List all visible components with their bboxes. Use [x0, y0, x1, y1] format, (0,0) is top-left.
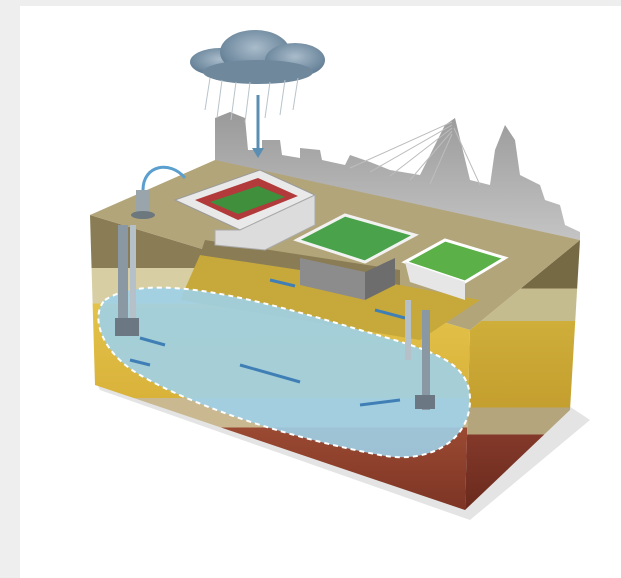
aquifer-water: [98, 287, 470, 458]
top-margin: [0, 0, 621, 6]
flow-arrows: [129, 278, 406, 407]
bridge-cables: [349, 121, 481, 186]
rain-arrow-head: [252, 148, 264, 158]
soil-side-face: [465, 240, 580, 510]
stadium-base: [214, 194, 316, 251]
wells: [115, 225, 435, 410]
storage-crate-side: [365, 258, 395, 300]
city-skyline: [215, 112, 580, 240]
pipe-arrow: [141, 165, 187, 191]
green-roof-base: [405, 262, 465, 300]
football-field: [293, 213, 419, 264]
left-margin: [0, 0, 20, 578]
stadium-pitch: [210, 186, 285, 214]
rain: [204, 77, 299, 123]
storage-crate-front: [300, 258, 365, 300]
well-head: [136, 190, 150, 215]
rain-cloud: [190, 30, 325, 84]
aquifer-outline: [97, 286, 472, 459]
well-base: [131, 211, 155, 219]
